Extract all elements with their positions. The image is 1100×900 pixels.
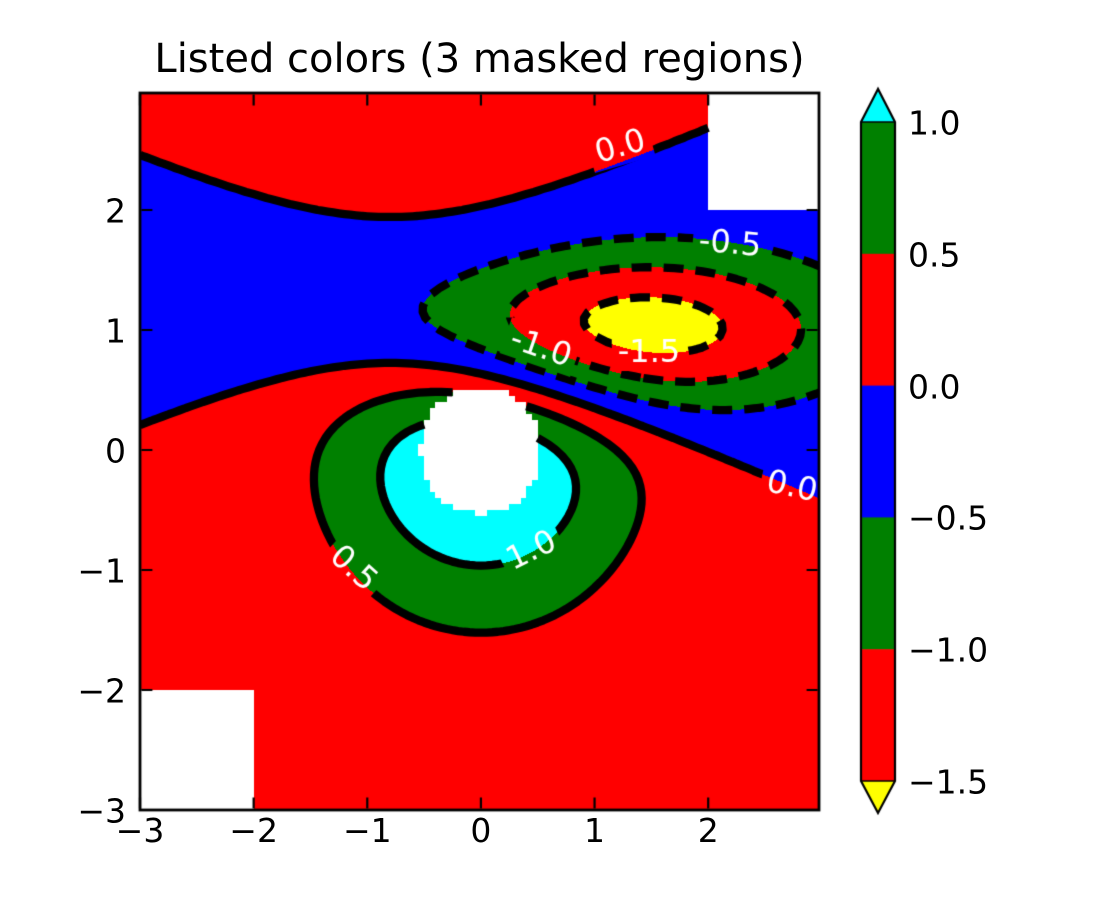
- y-tick-label: 1: [105, 311, 126, 351]
- colorbar-tick-label: −0.5: [908, 498, 989, 538]
- x-tick-label: 0: [470, 811, 492, 850]
- x-tick-label: −3: [115, 811, 165, 850]
- colorbar-tick-label: −1.5: [908, 762, 989, 802]
- x-tick-label: 1: [584, 811, 606, 850]
- plot-title: Listed colors (3 masked regions): [154, 36, 805, 82]
- colorbar-tick-label: 0.5: [908, 235, 961, 275]
- colorbar-tick-label: −1.0: [908, 630, 989, 670]
- colorbar-tick-label: 0.0: [908, 367, 961, 407]
- x-tick-label: 2: [697, 811, 719, 850]
- y-tick-label: −3: [77, 791, 126, 831]
- y-tick-label: −1: [77, 551, 126, 591]
- x-tick-label: −2: [229, 811, 278, 850]
- y-tick-label: 2: [105, 191, 126, 231]
- y-tick-label: −2: [77, 671, 126, 711]
- colorbar-tick-label: 1.0: [908, 103, 961, 143]
- x-tick-label: −1: [342, 811, 392, 850]
- y-tick-label: 0: [105, 431, 126, 471]
